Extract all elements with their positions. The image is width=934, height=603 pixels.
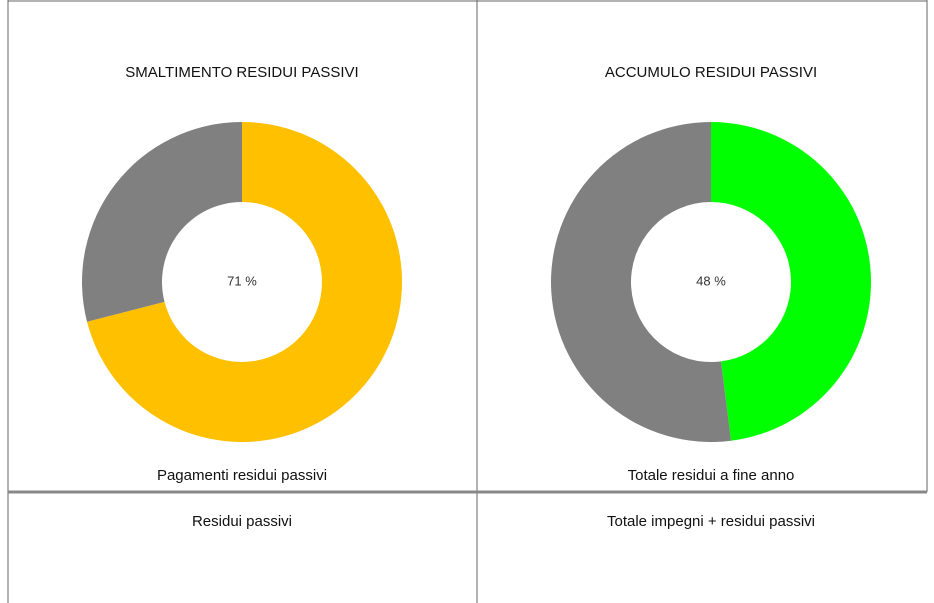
donut-segment xyxy=(711,122,871,441)
cell-text: Pagamenti residui passivi xyxy=(157,467,327,484)
center-label: 48 % xyxy=(696,273,726,288)
donut-segment xyxy=(87,122,403,443)
center-label: 71 % xyxy=(227,273,257,288)
chart-title: SMALTIMENTO RESIDUI PASSIVI xyxy=(125,64,358,81)
cell-text: Totale residui a fine anno xyxy=(628,467,795,484)
cell-text: Totale impegni + residui passivi xyxy=(607,513,815,530)
donut-segment xyxy=(550,122,732,442)
cell-text: Residui passivi xyxy=(192,513,292,530)
chart-title: ACCUMULO RESIDUI PASSIVI xyxy=(605,64,817,81)
donut-segment xyxy=(81,122,242,322)
